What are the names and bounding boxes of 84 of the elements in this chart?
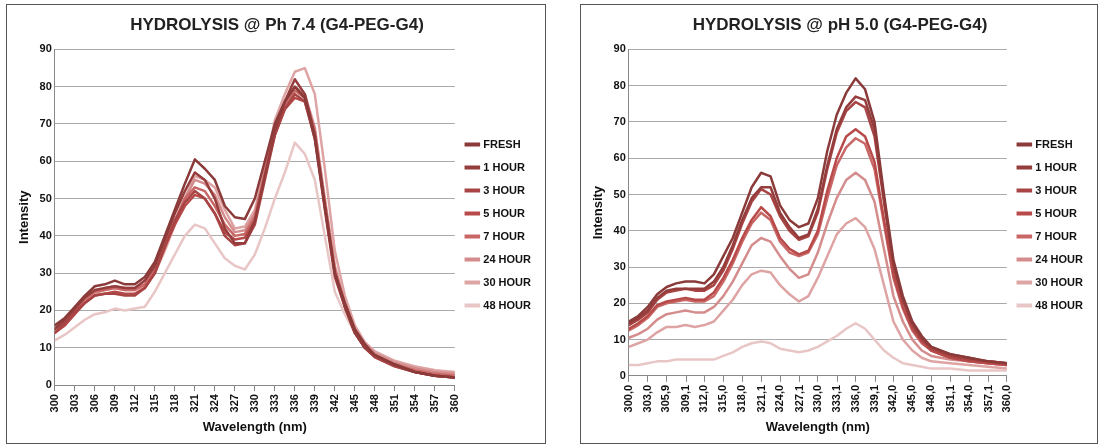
y-tick-label: 50 bbox=[39, 191, 52, 204]
x-tick-label: 327 bbox=[227, 394, 240, 413]
legend-label: 24 HOUR bbox=[1035, 252, 1084, 265]
y-tick-label: 90 bbox=[39, 42, 52, 55]
y-tick-label: 0 bbox=[619, 368, 626, 381]
x-tick-label: 333 bbox=[267, 394, 280, 413]
legend-label: 3 HOUR bbox=[483, 183, 525, 196]
legend-label: 48 HOUR bbox=[1035, 298, 1084, 311]
x-tick-label: 348,0 bbox=[924, 384, 937, 413]
y-tick-label: 80 bbox=[613, 78, 626, 91]
y-tick-label: 80 bbox=[39, 79, 52, 92]
y-tick-label: 40 bbox=[613, 223, 626, 236]
y-tick-label: 70 bbox=[613, 114, 626, 127]
x-tick-label: 305,9 bbox=[659, 384, 672, 413]
legend-label: FRESH bbox=[483, 137, 521, 150]
y-tick-label: 10 bbox=[39, 340, 52, 353]
legend-label: 7 HOUR bbox=[483, 229, 525, 242]
legend-label: 24 HOUR bbox=[483, 252, 532, 265]
x-tick-label: 306 bbox=[87, 394, 100, 413]
x-tick-label: 327,1 bbox=[792, 384, 805, 413]
x-tick-label: 315,0 bbox=[716, 384, 729, 413]
x-tick-label: 348 bbox=[367, 394, 380, 413]
x-tick-label: 351,1 bbox=[943, 384, 956, 413]
x-tick-label: 354,0 bbox=[962, 384, 975, 413]
x-tick-label: 321,1 bbox=[754, 384, 767, 413]
x-tick-label: 354 bbox=[407, 393, 420, 413]
x-tick-label: 330 bbox=[247, 394, 260, 413]
legend-label: 3 HOUR bbox=[1035, 183, 1077, 196]
y-tick-label: 30 bbox=[613, 260, 626, 273]
x-tick-label: 300,0 bbox=[621, 384, 634, 413]
y-tick-label: 30 bbox=[39, 266, 52, 279]
y-tick-label: 10 bbox=[613, 332, 626, 345]
y-tick-label: 50 bbox=[613, 187, 626, 200]
legend-label: 30 HOUR bbox=[483, 275, 532, 288]
y-axis-title: Intensity bbox=[16, 189, 32, 244]
chart-title: HYDROLYSIS @ Ph 7.4 (G4-PEG-G4) bbox=[130, 14, 424, 34]
legend-label: FRESH bbox=[1035, 137, 1073, 150]
legend-label: 30 HOUR bbox=[1035, 275, 1084, 288]
x-tick-label: 342,0 bbox=[886, 384, 899, 413]
x-tick-label: 312,0 bbox=[697, 384, 710, 413]
x-tick-label: 360,0 bbox=[999, 384, 1012, 413]
y-tick-label: 60 bbox=[39, 154, 52, 167]
x-tick-label: 324 bbox=[207, 393, 220, 413]
chart-title: HYDROLYSIS @ pH 5.0 (G4-PEG-G4) bbox=[692, 14, 988, 34]
y-tick-label: 20 bbox=[39, 303, 52, 316]
x-tick-label: 357,1 bbox=[981, 384, 994, 413]
x-tick-label: 318,0 bbox=[735, 384, 748, 413]
x-tick-label: 360 bbox=[447, 394, 460, 413]
x-tick-label: 303 bbox=[67, 394, 80, 413]
y-tick-label: 90 bbox=[613, 42, 626, 55]
x-tick-label: 321 bbox=[187, 394, 200, 413]
x-tick-label: 315 bbox=[147, 394, 160, 413]
y-tick-label: 0 bbox=[45, 378, 52, 391]
x-tick-label: 339,1 bbox=[868, 384, 881, 413]
y-tick-label: 70 bbox=[39, 117, 52, 130]
x-tick-label: 342 bbox=[327, 394, 340, 413]
x-tick-label: 345,0 bbox=[905, 384, 918, 413]
x-tick-label: 336,0 bbox=[848, 384, 861, 413]
x-tick-label: 330,0 bbox=[810, 384, 823, 413]
x-tick-label: 312 bbox=[127, 394, 140, 413]
y-tick-label: 60 bbox=[613, 151, 626, 164]
x-tick-label: 324,0 bbox=[773, 384, 786, 413]
y-tick-label: 20 bbox=[613, 296, 626, 309]
x-tick-label: 339 bbox=[307, 394, 320, 413]
x-tick-label: 333,1 bbox=[830, 384, 843, 413]
y-axis-title: Intensity bbox=[590, 185, 606, 240]
x-tick-label: 336 bbox=[287, 394, 300, 413]
x-tick-label: 309,1 bbox=[679, 384, 692, 413]
x-tick-label: 351 bbox=[387, 394, 400, 413]
x-tick-label: 318 bbox=[167, 394, 180, 413]
x-tick-label: 357 bbox=[427, 394, 440, 413]
x-tick-label: 309 bbox=[107, 394, 120, 413]
legend-label: 7 HOUR bbox=[1035, 229, 1077, 242]
x-tick-label: 303,0 bbox=[640, 384, 653, 413]
legend-label: 5 HOUR bbox=[1035, 206, 1077, 219]
legend-label: 1 HOUR bbox=[483, 160, 525, 173]
legend-label: 1 HOUR bbox=[1035, 160, 1077, 173]
x-axis-title: Wavelength (nm) bbox=[202, 418, 307, 434]
y-tick-label: 40 bbox=[39, 228, 52, 241]
legend-label: 48 HOUR bbox=[483, 298, 532, 311]
x-axis-title: Wavelength (nm) bbox=[765, 418, 870, 434]
legend-label: 5 HOUR bbox=[483, 206, 525, 219]
x-tick-label: 300 bbox=[47, 394, 60, 413]
x-tick-label: 345 bbox=[347, 394, 360, 413]
